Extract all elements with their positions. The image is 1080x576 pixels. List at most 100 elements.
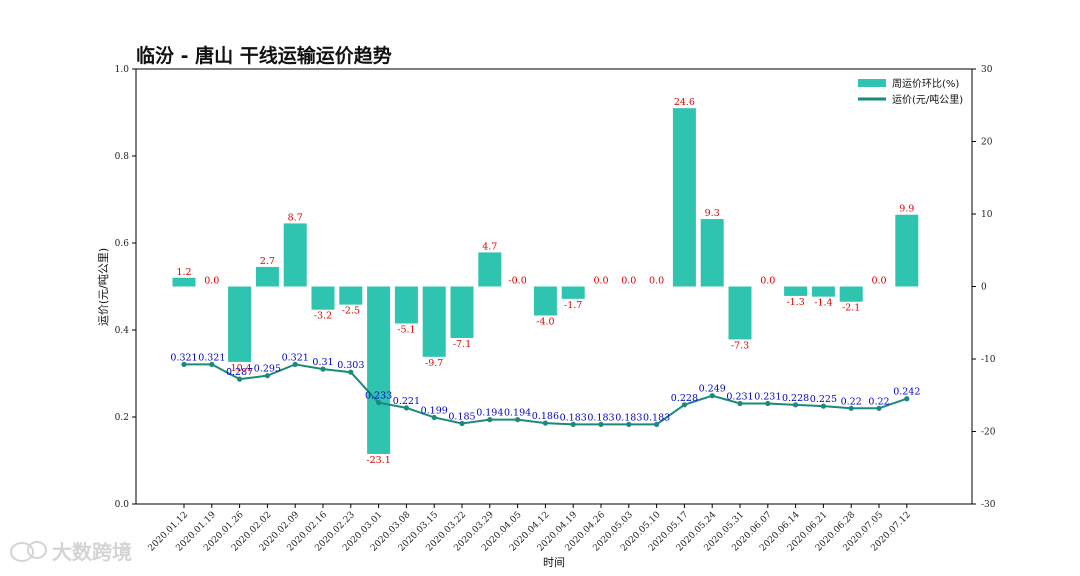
bar-data-label: 0.0 bbox=[621, 276, 636, 287]
y-right-tick-label: 0 bbox=[981, 283, 987, 293]
chart-title: 临汾 - 唐山 干线运输运价趋势 bbox=[136, 44, 392, 67]
x-axis-label: 时间 bbox=[543, 556, 565, 569]
y-right-tick-label: 20 bbox=[981, 138, 993, 148]
line-data-label: 0.183 bbox=[643, 412, 670, 423]
bar bbox=[478, 252, 502, 287]
bar bbox=[561, 286, 585, 299]
legend-line-label: 运价(元/吨公里) bbox=[892, 93, 963, 106]
line-data-label: 0.231 bbox=[726, 392, 753, 403]
bar-data-label: -1.4 bbox=[814, 298, 832, 309]
line-data-label: 0.186 bbox=[532, 411, 559, 422]
bar-data-label: 9.3 bbox=[705, 208, 720, 219]
line-data-label: 0.22 bbox=[868, 396, 889, 407]
bar bbox=[172, 277, 196, 287]
x-axis: 2020.01.122020.01.192020.01.262020.02.02… bbox=[147, 504, 913, 554]
bar-series bbox=[172, 108, 919, 454]
line-data-label: 0.228 bbox=[671, 393, 698, 404]
bar bbox=[450, 286, 474, 338]
line-point bbox=[348, 369, 354, 375]
legend-bar-label: 周运价环比(%) bbox=[892, 78, 959, 90]
watermark-text: 大数跨境 bbox=[52, 540, 132, 564]
y-axis-left-label: 运价(元/吨公里) bbox=[97, 248, 110, 326]
y-axis-right: -30 -20 -10 0 10 20 30 bbox=[972, 65, 996, 510]
line-data-label: 0.321 bbox=[282, 352, 309, 363]
bar-data-label: 0.0 bbox=[871, 276, 886, 287]
y-axis-left: 0.0 0.2 0.4 0.6 0.8 1.0 bbox=[115, 65, 136, 510]
line-series bbox=[181, 361, 910, 427]
line-point bbox=[848, 405, 854, 411]
bar bbox=[728, 286, 752, 340]
line-point bbox=[820, 403, 827, 409]
bar-data-label: -1.3 bbox=[786, 297, 804, 308]
line-point bbox=[403, 405, 409, 411]
line-data-label: 0.199 bbox=[421, 405, 448, 416]
line-data-label: 0.231 bbox=[754, 392, 781, 403]
bar-data-label: 0.0 bbox=[204, 276, 219, 287]
line-point bbox=[598, 421, 604, 427]
legend-bar-swatch bbox=[858, 79, 886, 87]
bar-data-label: -1.7 bbox=[564, 300, 582, 311]
bar bbox=[255, 266, 279, 287]
line-data-label: 0.321 bbox=[170, 352, 197, 363]
bar-data-label: 1.2 bbox=[176, 267, 191, 278]
bar-data-label: 0.0 bbox=[593, 276, 608, 287]
bar-data-label: 9.9 bbox=[899, 204, 914, 215]
bar-data-label: 2.7 bbox=[260, 256, 275, 267]
bar bbox=[283, 223, 307, 287]
bar bbox=[839, 286, 863, 302]
bar-data-label: -9.7 bbox=[425, 358, 443, 369]
line-point bbox=[209, 361, 215, 367]
line-point bbox=[292, 361, 298, 367]
line-data-label: 0.185 bbox=[448, 412, 475, 423]
y-left-tick-label: 0.2 bbox=[115, 413, 129, 423]
y-left-tick-label: 0.6 bbox=[115, 239, 130, 249]
line-data-label: 0.221 bbox=[393, 396, 420, 407]
bar-data-label: -2.1 bbox=[842, 303, 860, 314]
bar bbox=[672, 108, 696, 287]
bar bbox=[895, 214, 919, 287]
bar-data-label: -4.0 bbox=[536, 317, 554, 328]
line-point bbox=[264, 373, 270, 379]
line-point bbox=[320, 366, 326, 372]
line-data-label: 0.228 bbox=[782, 393, 809, 404]
line-data-label: 0.295 bbox=[254, 364, 281, 375]
bar-data-label: 0.0 bbox=[760, 276, 775, 287]
bar bbox=[367, 286, 391, 454]
line-data-label: 0.249 bbox=[699, 384, 726, 395]
line-data-label: 0.183 bbox=[560, 412, 587, 423]
bar-data-label: 24.6 bbox=[674, 97, 695, 108]
line-data-label: 0.194 bbox=[504, 408, 531, 419]
line-point bbox=[542, 420, 549, 426]
line-data-label: 0.225 bbox=[810, 394, 837, 405]
line-point bbox=[431, 414, 437, 421]
legend: 周运价环比(%) 运价(元/吨公里) bbox=[858, 78, 963, 106]
watermark: 大数跨境 bbox=[10, 540, 132, 564]
bar-data-label: 4.7 bbox=[482, 241, 497, 252]
line-point bbox=[681, 402, 688, 408]
line-data-label: 0.31 bbox=[312, 357, 333, 368]
bar bbox=[784, 286, 808, 296]
line-point bbox=[765, 400, 771, 407]
line-point bbox=[709, 393, 715, 399]
line-point bbox=[237, 376, 243, 382]
line-point bbox=[181, 361, 187, 367]
bar-data-label: -3.2 bbox=[314, 311, 332, 322]
line-data-label: 0.194 bbox=[476, 408, 503, 419]
line-point bbox=[654, 421, 660, 427]
y-right-tick-label: 10 bbox=[981, 210, 993, 220]
line-point bbox=[626, 421, 632, 427]
bar-data-label: -0.0 bbox=[508, 276, 526, 287]
bar-data-label: 0.0 bbox=[649, 276, 664, 287]
bar-data-label: 8.7 bbox=[288, 212, 303, 223]
y-right-tick-label: -10 bbox=[981, 355, 996, 365]
line-point bbox=[737, 400, 743, 407]
line-point bbox=[459, 420, 465, 427]
bar bbox=[311, 286, 335, 310]
line-data-label: 0.183 bbox=[587, 412, 614, 423]
chat-bubble-icon bbox=[10, 541, 47, 562]
bar-labels: 1.2 0.0 -10.4 2.7 8.7 -3.2 -2.5 -23.1 -5.1 -9.7 -7… bbox=[176, 97, 914, 466]
line-point bbox=[904, 396, 910, 402]
bar bbox=[422, 286, 446, 357]
bar-data-label: -7.1 bbox=[453, 339, 471, 350]
